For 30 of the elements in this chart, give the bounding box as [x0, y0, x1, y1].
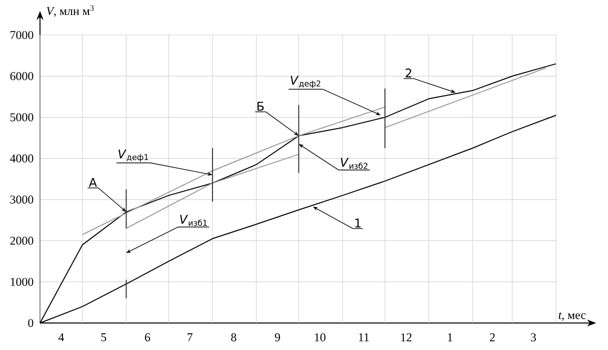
x-tick-label: 4	[58, 333, 64, 342]
y-tick-label: 0	[28, 318, 34, 328]
x-tick-label: 6	[144, 333, 150, 342]
x-tick-label: 8	[231, 333, 236, 342]
y-tick-label: 2000	[10, 236, 34, 245]
annotation: Б	[257, 102, 264, 111]
x-tick-label: 1	[448, 333, 452, 342]
annotation: А	[88, 178, 97, 187]
y-tick-label: 6000	[10, 72, 34, 80]
x-tick-label: 9	[274, 333, 280, 342]
x-tick-label: 5	[101, 333, 106, 342]
y-tick-label: 3000	[10, 196, 34, 204]
x-axis-title: t, мес	[558, 312, 586, 321]
x-tick-label: 10	[314, 333, 326, 342]
x-tick-label: 7	[188, 333, 192, 342]
x-tick-label: 11	[359, 333, 369, 342]
y-tick-label: 1000	[10, 278, 34, 286]
annotation: V$_{деф1}$	[118, 150, 148, 162]
annotation: V$_{деф2}$	[290, 76, 320, 88]
y-tick-label: 5000	[10, 113, 34, 122]
x-tick-label: 12	[401, 333, 412, 342]
annotation: V$_{изб1}$	[180, 214, 207, 226]
annotation: 1	[355, 218, 361, 228]
y-axis-title: V, млн м$^{3}$	[46, 5, 94, 17]
x-tick-label: 2	[490, 333, 495, 342]
y-tick-label: 4000	[10, 154, 34, 162]
x-tick-label: 3	[530, 333, 536, 342]
annotation: 2	[406, 68, 412, 78]
y-tick-label: 7000	[10, 30, 34, 40]
annotation: V$_{изб2}$	[340, 158, 368, 169]
